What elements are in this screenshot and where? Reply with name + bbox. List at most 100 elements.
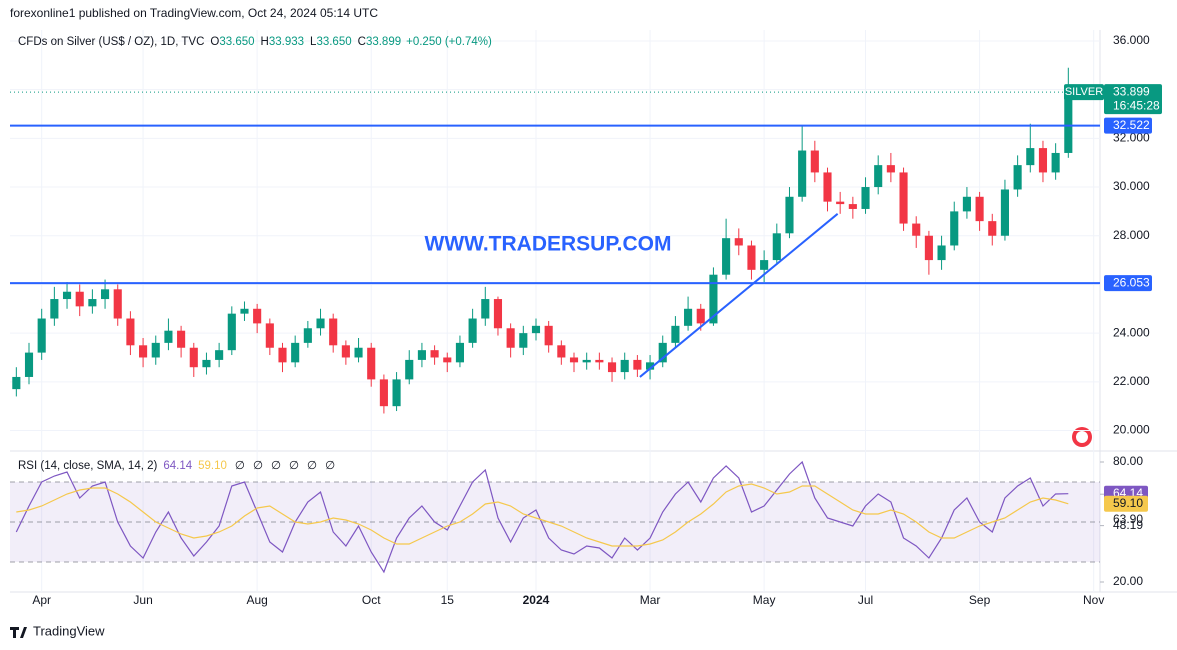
x-tick-label: Jun — [133, 593, 152, 607]
y-tick-label: 30.000 — [1113, 179, 1150, 193]
field-value: 33.899 — [366, 36, 401, 48]
y-tick-label: 36.000 — [1113, 33, 1150, 47]
publisher: forexonline1 published on TradingView.co… — [10, 6, 378, 20]
candle-body — [557, 345, 566, 358]
symbol-badge — [1064, 84, 1104, 101]
candle-body — [177, 330, 186, 348]
candle-body — [367, 347, 376, 380]
field-value: 33.650 — [316, 36, 351, 48]
na-marker: ∅ — [325, 460, 335, 472]
symbol-label: SILVER — [1065, 86, 1103, 98]
x-tick-label: Oct — [362, 593, 381, 607]
y-tick-label: 28.000 — [1113, 228, 1150, 242]
candle-body — [227, 313, 236, 351]
candle-body — [151, 342, 160, 358]
candle-body — [37, 318, 46, 353]
level-label: 26.053 — [1113, 275, 1150, 289]
x-tick-label: Mar — [640, 593, 661, 607]
y-tick-label: 80.00 — [1113, 454, 1143, 468]
candle-body — [620, 359, 629, 373]
candle-body — [62, 291, 72, 300]
price-badge — [1104, 84, 1162, 115]
candle-body — [481, 299, 490, 319]
y-tick-label: 63.90 — [1113, 512, 1143, 526]
candle-body — [607, 362, 617, 373]
rsi-line — [15, 460, 1069, 574]
symbol-title: CFDs on Silver (US$ / OZ), 1D, TVC — [18, 36, 204, 48]
candle-body — [1038, 148, 1048, 173]
trend-line — [639, 213, 839, 378]
candle-body — [493, 299, 503, 329]
candle-body — [417, 350, 426, 360]
candle-body — [747, 245, 756, 270]
candle-body — [1026, 148, 1035, 166]
candle-body — [240, 308, 249, 314]
candle-body — [101, 289, 110, 300]
level-badge — [1104, 275, 1152, 292]
watermark: WWW.TRADERSUP.COM — [425, 233, 672, 256]
x-tick-label: Aug — [246, 593, 267, 607]
na-marker: ∅ — [253, 460, 263, 472]
candle-body — [633, 359, 642, 370]
candle-body — [430, 350, 439, 358]
icon — [1076, 431, 1088, 443]
candle-body — [899, 172, 908, 224]
candle-body — [696, 308, 705, 324]
candle-body — [202, 359, 211, 368]
x-tick-label: 15 — [441, 593, 455, 607]
candle-body — [278, 347, 287, 363]
y-tick-label: 20.00 — [1113, 574, 1143, 588]
na-marker: ∅ — [271, 460, 281, 472]
candle-body — [937, 245, 946, 261]
candle-body — [722, 238, 731, 275]
change: +0.250 (+0.74%) — [406, 36, 492, 48]
na-marker: ∅ — [289, 460, 299, 472]
candle-body — [341, 345, 350, 358]
candle-body — [265, 323, 274, 348]
candle-body — [1013, 165, 1022, 190]
field-key: O — [210, 36, 219, 48]
candle-body — [848, 204, 857, 209]
candle-body — [646, 362, 655, 370]
x-tick-label: Jul — [858, 593, 873, 607]
candle-body — [316, 318, 325, 329]
candle-body — [569, 357, 579, 363]
y-tick-label: 20.000 — [1113, 423, 1150, 437]
x-tick-label: May — [753, 593, 776, 607]
footer-logo — [10, 627, 27, 638]
candle-body — [823, 172, 832, 202]
candle-body — [303, 328, 312, 343]
candle-body — [329, 318, 338, 346]
candle-body — [164, 330, 173, 343]
candle-body — [50, 299, 59, 319]
candle-body — [1064, 92, 1073, 153]
candle-body — [126, 318, 135, 346]
rsi-title: RSI (14, close, SMA, 14, 2) — [18, 460, 158, 472]
field-value: 33.650 — [219, 36, 254, 48]
candle-body — [658, 342, 667, 363]
candle-body — [519, 333, 528, 348]
candle-body — [734, 238, 743, 246]
y-tick-label: 32.000 — [1113, 131, 1150, 145]
footer: TradingView — [33, 623, 105, 638]
candle-body — [582, 359, 591, 363]
y-tick-label: 24.000 — [1113, 325, 1150, 339]
value-badge-label: 59.10 — [1113, 496, 1143, 510]
candle-body — [354, 347, 363, 358]
candle-body — [760, 260, 769, 270]
rsi-legend-value: 59.10 — [198, 460, 227, 472]
candle-body — [88, 299, 97, 307]
candle-body — [874, 165, 883, 188]
rsi-legend-value: 64.14 — [163, 460, 192, 472]
candle-body — [772, 233, 781, 261]
candle-body — [379, 379, 388, 407]
candle-body — [924, 235, 933, 261]
candle-body — [988, 221, 997, 236]
candle-body — [962, 196, 971, 212]
rsi-line — [16, 483, 1069, 547]
na-marker: ∅ — [307, 460, 317, 472]
candle-body — [139, 345, 148, 358]
candle-body — [443, 357, 452, 363]
